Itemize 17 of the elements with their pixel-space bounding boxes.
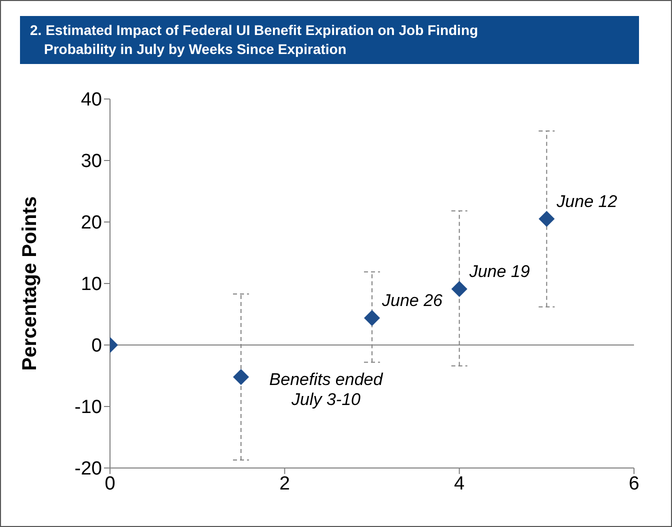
y-tick-label: -10: [74, 397, 102, 418]
x-tick-label: 6: [628, 473, 640, 494]
y-tick-label: 10: [80, 274, 102, 296]
annotation: June 12: [556, 192, 618, 211]
y-tick-label: 20: [80, 212, 102, 234]
chart-title: 2. Estimated Impact of Federal UI Benefit Expiration on Job Finding Probability in July by Weeks Since Expiration: [20, 16, 639, 64]
annotation: June 19: [468, 262, 530, 282]
y-tick-label: -20: [74, 458, 102, 480]
x-tick-label: 4: [454, 473, 466, 494]
x-tick-label: 0: [104, 473, 116, 494]
annotation: Benefits ended July 3-10: [269, 370, 384, 409]
y-axis-title: Percentage Points: [19, 196, 42, 371]
y-tick-label: 0: [91, 336, 102, 357]
y-tick-label: 40: [80, 90, 102, 111]
annotation: June 26: [381, 290, 444, 310]
y-tick-label: 30: [80, 151, 102, 172]
x-tick-label: 2: [279, 473, 290, 494]
